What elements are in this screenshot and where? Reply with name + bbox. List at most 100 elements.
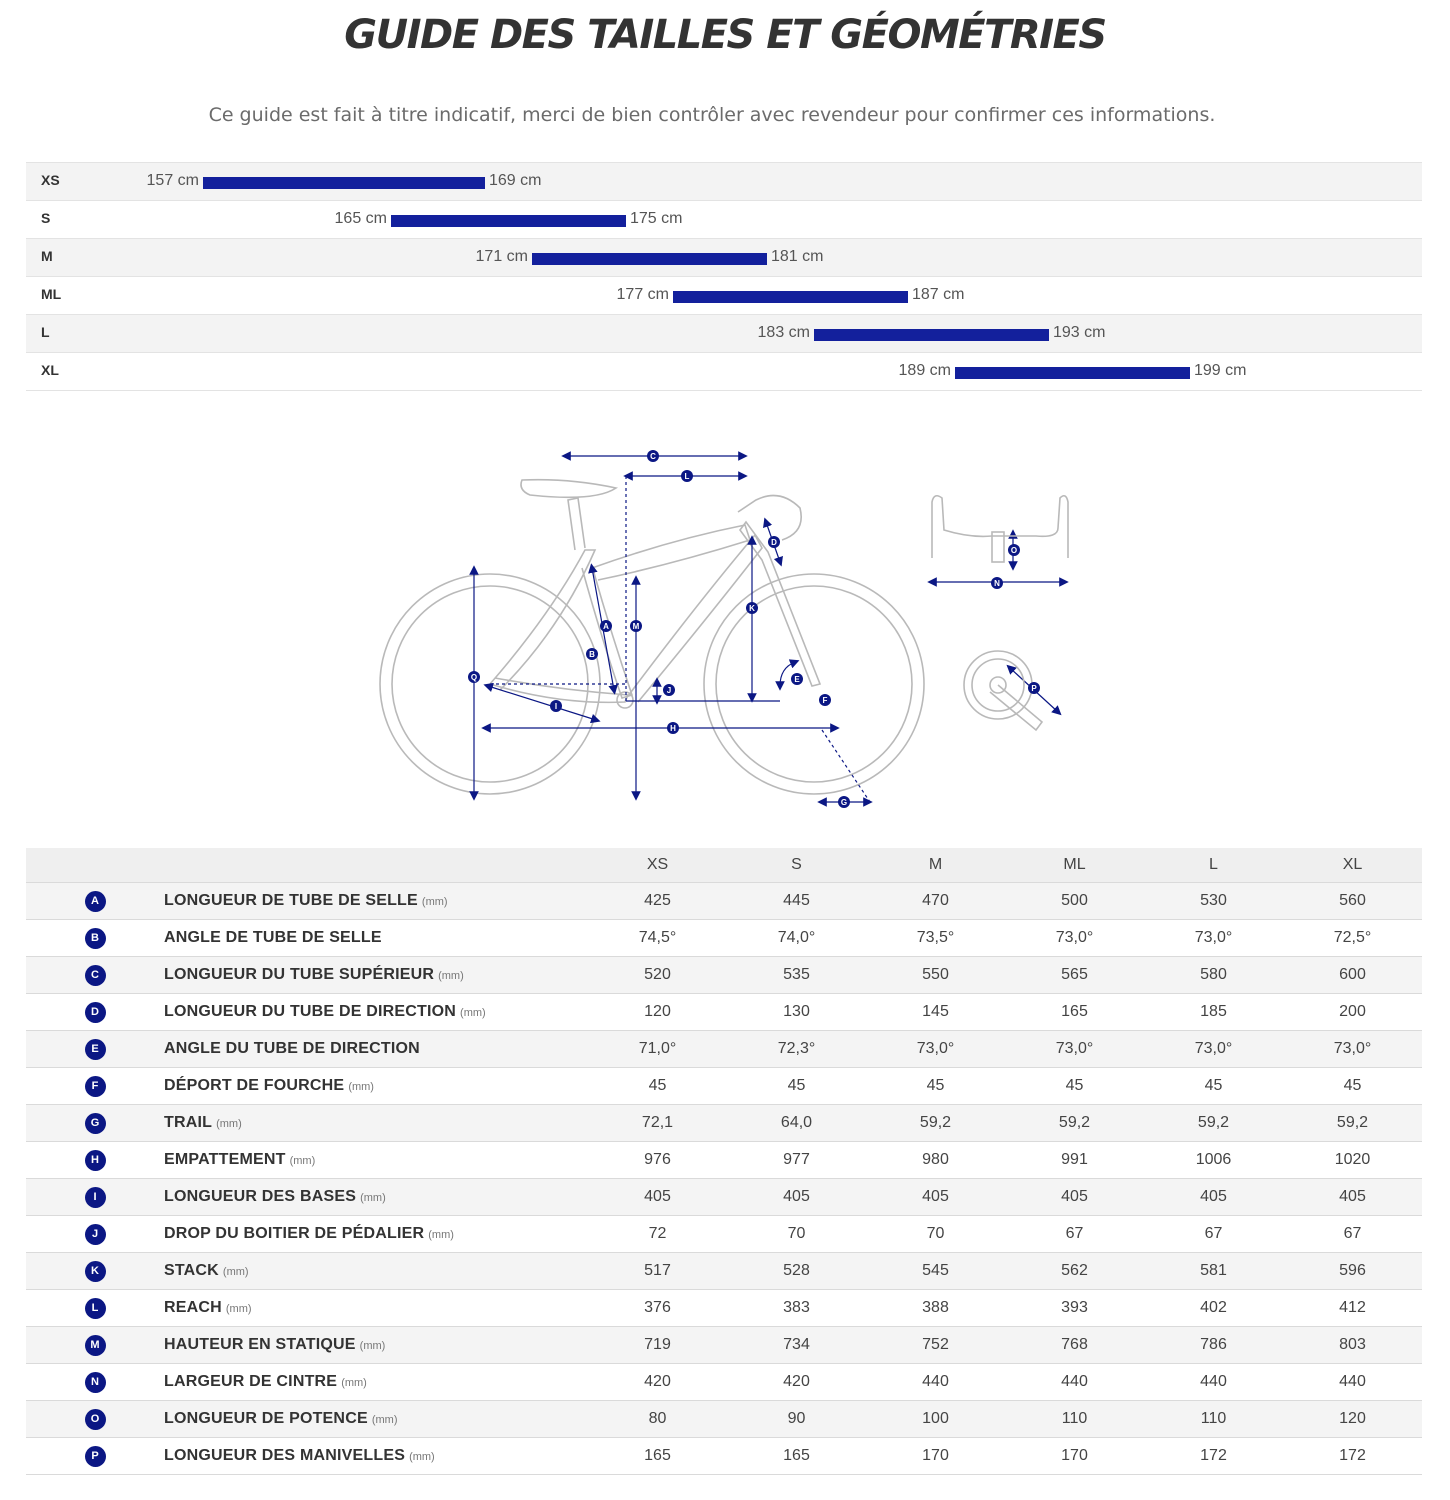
table-row: F DÉPORT DE FOURCHE (mm) 45 45 45 45 45 45 [26, 1067, 1422, 1105]
letter-badge: N [84, 1371, 106, 1393]
value-cell-s: 70 [727, 1215, 866, 1253]
value-cell-xl: 803 [1283, 1326, 1422, 1364]
parameter-unit: (mm) [359, 1340, 386, 1352]
range-max-label: 175 cm [630, 210, 683, 227]
value-cell-xs: 80 [588, 1400, 727, 1438]
range-max-label: 199 cm [1194, 362, 1247, 379]
seat-post [567, 497, 586, 551]
diagram-badge-q: Q [468, 671, 480, 683]
geometry-table: XS S M ML L XL A LONGUEUR DE TUBE DE SELLE (mm)… [26, 848, 1422, 1475]
page-subtitle: Ce guide est fait à titre indicatif, mer… [208, 104, 1216, 126]
diagram-badge-b: B [586, 648, 598, 660]
diagram-badge-letter: I [555, 702, 557, 711]
column-header-ml: ML [1005, 848, 1144, 883]
value-cell-xs: 71,0° [588, 1030, 727, 1068]
size-label: XS [41, 172, 60, 188]
value-cell-xs: 120 [588, 993, 727, 1031]
value-cell-ml: 73,0° [1005, 919, 1144, 957]
value-cell-s: 130 [727, 993, 866, 1031]
badge-cell: L [26, 1289, 164, 1327]
letter-badge: P [84, 1445, 106, 1467]
value-cell-xl: 45 [1283, 1067, 1422, 1105]
table-row: L REACH (mm) 376 383 388 393 402 412 [26, 1289, 1422, 1327]
header-spacer [26, 848, 588, 883]
chain-stay [489, 677, 630, 704]
value-cell-xs: 420 [588, 1363, 727, 1401]
value-cell-l: 59,2 [1144, 1104, 1283, 1142]
range-max-label: 187 cm [912, 286, 965, 303]
range-min-label: 189 cm [898, 362, 951, 379]
front-rim [715, 585, 913, 783]
value-cell-xs: 405 [588, 1178, 727, 1216]
diagram-badge-letter: M [633, 622, 640, 631]
value-cell-xl: 120 [1283, 1400, 1422, 1438]
badge-cell: P [26, 1437, 164, 1475]
value-cell-l: 580 [1144, 956, 1283, 994]
value-cell-s: 64,0 [727, 1104, 866, 1142]
value-cell-l: 172 [1144, 1437, 1283, 1475]
value-cell-l: 405 [1144, 1178, 1283, 1216]
dim-i-arrow [483, 682, 601, 724]
table-row: P LONGUEUR DES MANIVELLES (mm) 165 165 170 170… [26, 1437, 1422, 1475]
parameter-name: ANGLE DE TUBE DE SELLE [164, 929, 382, 946]
parameter-unit: (mm) [341, 1377, 367, 1389]
parameter-name: EMPATTEMENT [164, 1151, 286, 1168]
value-cell-s: 734 [727, 1326, 866, 1364]
value-cell-m: 73,5° [866, 919, 1005, 957]
value-cell-xl: 596 [1283, 1252, 1422, 1290]
diagram-badge-g: G [838, 796, 850, 808]
value-cell-xl: 600 [1283, 956, 1422, 994]
size-label: ML [41, 286, 62, 302]
parameter-cell: LONGUEUR DES BASES (mm) [164, 1178, 588, 1216]
range-max-label: 193 cm [1053, 324, 1106, 341]
value-cell-ml: 440 [1005, 1363, 1144, 1401]
range-bar [203, 177, 485, 189]
diagram-badge-letter: A [603, 622, 609, 631]
letter-badge: A [84, 890, 106, 912]
letter-badge: G [84, 1112, 106, 1134]
letter-badge: M [84, 1334, 106, 1356]
badge-cell: A [26, 882, 164, 920]
letter-badge: B [84, 927, 106, 949]
value-cell-l: 45 [1144, 1067, 1283, 1105]
value-cell-xs: 517 [588, 1252, 727, 1290]
diagram-badge-e: E [791, 673, 803, 685]
diagram-badge-a: A [600, 620, 612, 632]
letter-badge: J [84, 1223, 106, 1245]
badge-cell: K [26, 1252, 164, 1290]
value-cell-s: 420 [727, 1363, 866, 1401]
range-min-label: 177 cm [616, 286, 669, 303]
value-cell-l: 185 [1144, 993, 1283, 1031]
top-tube [591, 524, 752, 581]
value-cell-s: 535 [727, 956, 866, 994]
parameter-unit: (mm) [216, 1118, 242, 1130]
value-cell-xs: 976 [588, 1141, 727, 1179]
table-row: M HAUTEUR EN STATIQUE (mm) 719 734 752 768 786 8… [26, 1326, 1422, 1364]
value-cell-m: 145 [866, 993, 1005, 1031]
value-cell-xs: 74,5° [588, 919, 727, 957]
value-cell-l: 786 [1144, 1326, 1283, 1364]
diagram-badge-letter: D [771, 538, 777, 547]
value-cell-s: 165 [727, 1437, 866, 1475]
down-tube [627, 533, 763, 703]
parameter-unit: (mm) [409, 1451, 435, 1463]
table-row: C LONGUEUR DU TUBE SUPÉRIEUR (mm) 520 535 550… [26, 956, 1422, 994]
value-cell-m: 100 [866, 1400, 1005, 1438]
value-cell-m: 388 [866, 1289, 1005, 1327]
table-row: H EMPATTEMENT (mm) 976 977 980 991 1006 1020 [26, 1141, 1422, 1179]
range-min-label: 165 cm [334, 210, 387, 227]
badge-cell: G [26, 1104, 164, 1142]
column-header-m: M [866, 848, 1005, 883]
value-cell-ml: 393 [1005, 1289, 1144, 1327]
value-cell-xs: 376 [588, 1289, 727, 1327]
column-header-s: S [727, 848, 866, 883]
value-cell-l: 440 [1144, 1363, 1283, 1401]
badge-cell: N [26, 1363, 164, 1401]
value-cell-xs: 425 [588, 882, 727, 920]
parameter-unit: (mm) [225, 1303, 252, 1315]
badge-cell: O [26, 1400, 164, 1438]
letter-badge: I [84, 1186, 106, 1208]
diagram-badge-k: K [746, 602, 758, 614]
parameter-name: LONGUEUR DES MANIVELLES [164, 1447, 406, 1464]
parameter-cell: LONGUEUR DU TUBE SUPÉRIEUR (mm) [164, 956, 588, 994]
